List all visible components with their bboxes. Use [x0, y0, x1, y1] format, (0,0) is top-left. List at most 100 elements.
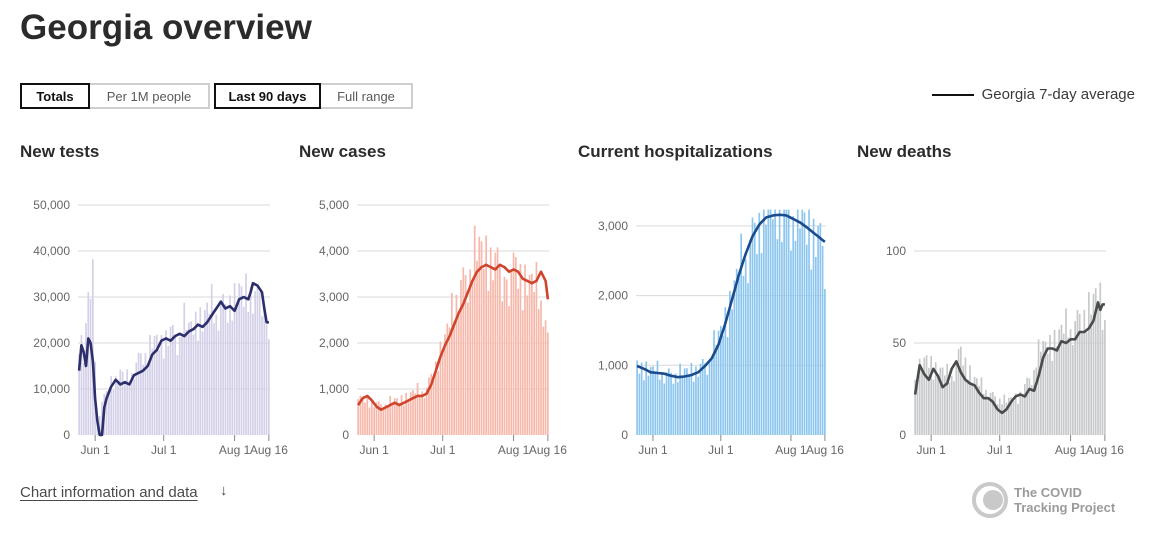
data-bar	[971, 382, 974, 435]
data-bar	[391, 402, 394, 435]
data-bar	[206, 302, 208, 435]
data-bar	[1099, 282, 1102, 435]
data-bar	[531, 273, 533, 435]
data-bar	[769, 209, 772, 435]
data-bar	[439, 341, 442, 435]
data-bar	[810, 269, 813, 435]
last-90-days-button[interactable]: Last 90 days	[214, 83, 321, 109]
data-bar	[742, 275, 745, 435]
current-hospitalizations-chart: 0 1,000 2,000 3,000 Jun 1 Jul 1 Aug 1 Aug 16	[598, 209, 844, 457]
data-bar	[496, 247, 499, 435]
covid-tracking-project-logo[interactable]: The COVID Tracking Project	[972, 480, 1115, 520]
y-tick-label: 50	[893, 336, 907, 350]
data-bar	[231, 320, 234, 435]
data-bar	[492, 280, 494, 435]
data-bar	[1035, 367, 1038, 435]
x-tick-label: Aug 1	[219, 443, 251, 457]
x-tick-label: Jul 1	[708, 443, 734, 457]
data-bar	[249, 286, 252, 435]
data-bar	[119, 369, 122, 435]
data-bar	[740, 233, 743, 435]
y-tick-label: 100	[886, 244, 906, 258]
data-bar	[412, 390, 414, 435]
data-bar	[1005, 402, 1008, 435]
data-bar	[137, 352, 140, 435]
data-bar	[790, 250, 792, 435]
average-line	[636, 213, 826, 379]
data-bar	[978, 386, 980, 435]
data-bar	[89, 298, 92, 435]
data-bar	[366, 396, 369, 435]
data-bar	[199, 307, 202, 435]
data-bar	[384, 404, 387, 435]
data-bar	[1044, 341, 1047, 435]
data-bar	[208, 314, 211, 435]
data-bar	[812, 218, 815, 435]
full-range-button[interactable]: Full range	[321, 83, 413, 109]
totals-button[interactable]: Totals	[20, 83, 90, 109]
data-bar	[135, 362, 138, 435]
data-bar	[1072, 345, 1074, 435]
data-bar	[457, 312, 460, 435]
data-bar	[656, 360, 659, 435]
data-bar	[756, 254, 758, 435]
data-bar	[744, 259, 747, 435]
data-bar	[464, 275, 467, 435]
data-bar	[722, 335, 724, 435]
current-hospitalizations-title: Current hospitalizations	[578, 142, 773, 161]
data-bar	[471, 280, 474, 435]
data-bar	[110, 376, 112, 435]
data-bar	[526, 295, 529, 435]
data-bar	[1019, 391, 1022, 435]
covid-tracking-logo-icon	[972, 482, 1008, 518]
data-bar	[144, 353, 147, 435]
data-bar	[151, 348, 154, 435]
data-bar	[989, 392, 992, 435]
data-bar	[405, 392, 407, 435]
data-bar	[265, 324, 268, 435]
data-bar	[508, 306, 510, 435]
data-bar	[969, 365, 971, 435]
data-bar	[982, 393, 985, 435]
data-bar	[503, 276, 506, 435]
data-bar	[515, 257, 517, 435]
brand-text: The COVID Tracking Project	[1014, 485, 1115, 515]
data-bar	[181, 336, 183, 435]
data-bar	[389, 395, 391, 435]
data-bar	[1014, 393, 1017, 435]
data-bar	[133, 379, 135, 435]
data-bar	[542, 326, 545, 435]
data-bar	[233, 283, 236, 435]
data-bar	[683, 368, 686, 435]
data-bar	[701, 358, 704, 435]
data-bar	[677, 382, 679, 435]
data-bar	[796, 209, 799, 435]
data-bar	[957, 348, 960, 435]
data-bar	[162, 358, 165, 435]
data-bar	[1085, 332, 1088, 435]
data-bar	[672, 383, 675, 435]
per-1m-people-button[interactable]: Per 1M people	[90, 83, 210, 109]
data-bar	[923, 357, 926, 435]
data-bar	[485, 235, 487, 435]
data-bar	[713, 330, 715, 435]
data-bar	[192, 334, 195, 435]
data-bar	[261, 316, 263, 435]
data-bar	[359, 395, 362, 435]
data-bar	[992, 391, 994, 435]
data-bar	[98, 416, 101, 435]
data-bar	[932, 379, 935, 435]
data-bar	[517, 288, 519, 435]
data-bar	[817, 225, 819, 435]
data-bar	[169, 326, 172, 435]
data-bar	[1067, 337, 1070, 435]
data-bar	[1053, 329, 1056, 435]
data-bar	[944, 375, 946, 435]
data-bar	[729, 290, 731, 435]
data-bar	[505, 279, 508, 435]
x-tick-label: Jun 1	[359, 443, 389, 457]
download-arrow-icon[interactable]: ↓	[220, 482, 228, 499]
chart-information-link[interactable]: Chart information and data	[20, 484, 198, 501]
data-bar	[357, 399, 359, 435]
data-bar	[87, 292, 90, 435]
